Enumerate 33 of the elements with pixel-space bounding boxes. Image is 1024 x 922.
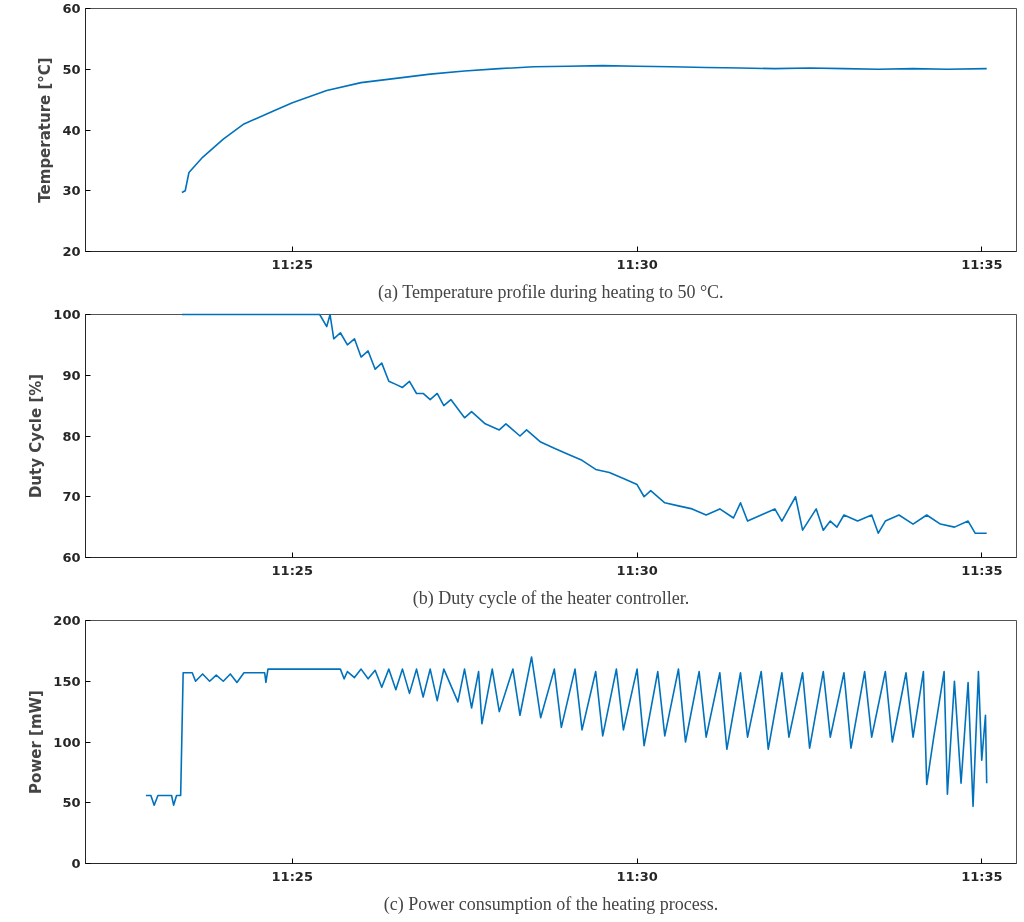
y-tick-label: 70: [62, 489, 81, 505]
y-tick-label: 50: [62, 795, 81, 811]
y-tick-label: 30: [62, 183, 81, 199]
x-tick-label: 11:25: [271, 868, 313, 884]
text: (b) Duty cycle of the heater controller.: [412, 587, 690, 609]
y-axis-title: Temperature [°C]: [36, 57, 55, 203]
y-tick-label: 90: [62, 367, 81, 383]
line-series: [181, 64, 988, 194]
y-tick-label: 80: [62, 428, 81, 444]
y-tick-label: 40: [62, 122, 81, 138]
x-tick-label: 11:35: [961, 256, 1003, 272]
x-tick-label: 11:35: [961, 868, 1003, 884]
x-tick-label: 11:35: [961, 562, 1003, 578]
y-tick-label: 60: [62, 1, 81, 16]
y-tick-label: 100: [53, 307, 81, 322]
y-axis-title: Duty Cycle [%]: [27, 373, 46, 499]
y-tick-label: 150: [53, 673, 81, 689]
text: (c) Power consumption of the heating process.: [383, 893, 719, 915]
x-tick-label: 11:30: [616, 256, 658, 272]
y-tick-label: 60: [62, 550, 81, 565]
y-tick-label: 20: [62, 244, 81, 259]
x-tick-label: 11:30: [616, 562, 658, 578]
x-tick-label: 11:30: [616, 868, 658, 884]
y-axis-title: Power [mW]: [27, 690, 46, 794]
line-series: [145, 656, 988, 808]
y-tick-label: 200: [53, 613, 81, 628]
x-tick-label: 11:25: [271, 256, 313, 272]
text: (a) Temperature profile during heating to 50 °C.: [378, 281, 724, 303]
x-tick-label: 11:25: [271, 562, 313, 578]
y-tick-label: 0: [71, 856, 81, 871]
y-tick-label: 50: [62, 61, 81, 77]
y-tick-label: 100: [53, 734, 81, 750]
line-series: [181, 313, 988, 534]
